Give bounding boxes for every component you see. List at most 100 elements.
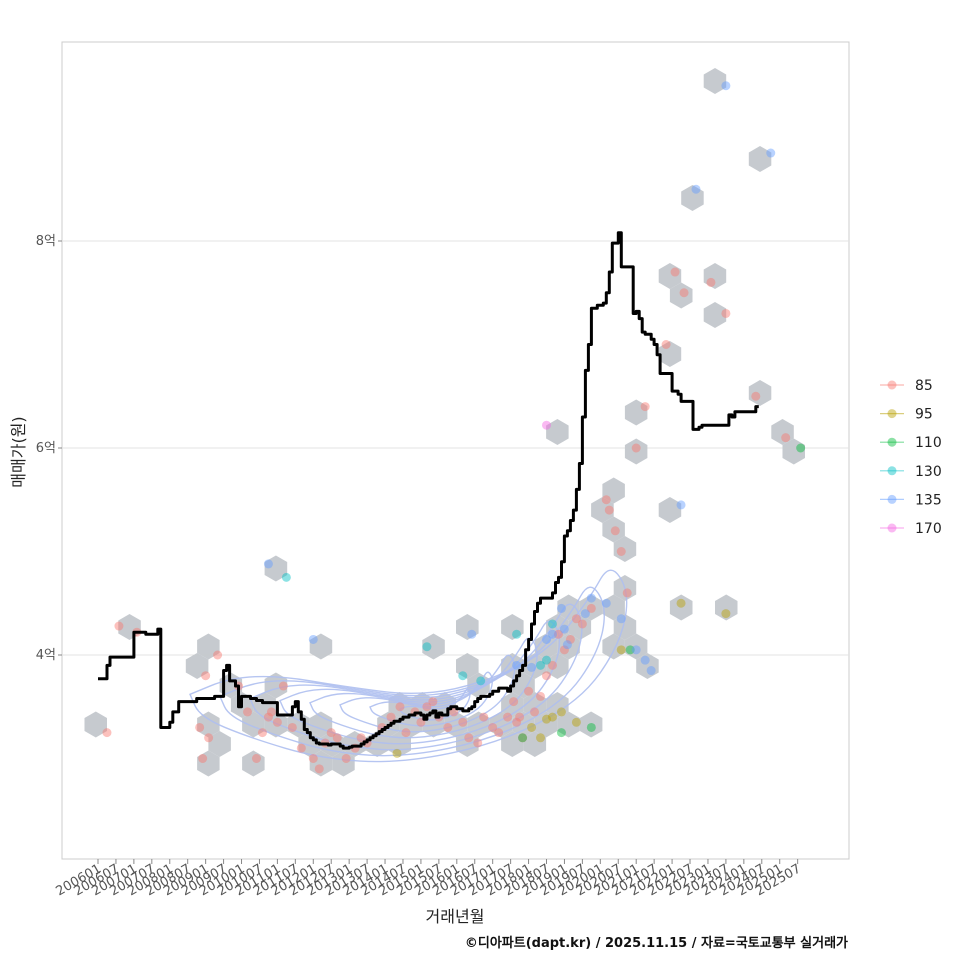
point-size-85	[443, 722, 453, 732]
density-contour	[249, 603, 583, 751]
hexbin-cell	[715, 594, 738, 621]
hexbin-cell	[703, 68, 727, 94]
hexbin-cell	[602, 477, 625, 504]
hexbin-cell	[84, 711, 107, 738]
hexbin-cell	[681, 185, 704, 211]
point-size-85	[503, 712, 513, 722]
hexbin-cell	[748, 380, 772, 406]
point-size-85	[296, 743, 306, 753]
point-size-110	[556, 728, 566, 738]
point-size-85	[616, 547, 626, 556]
point-size-135	[616, 614, 626, 624]
legend-label: 135	[915, 492, 942, 508]
point-size-135	[586, 593, 596, 603]
hexbin-layer	[84, 68, 805, 777]
point-size-95	[556, 707, 566, 717]
point-size-85	[610, 526, 620, 536]
source-caption: ©디아파트(dapt.kr) / 2025.11.15 / 자료=국토교통부 실…	[465, 935, 848, 951]
hexbin-cell	[568, 614, 592, 640]
point-size-135	[308, 634, 318, 644]
point-size-85	[308, 754, 318, 763]
point-size-135	[631, 645, 641, 655]
hexbin-cell	[197, 633, 220, 660]
legend-key-point	[887, 380, 897, 390]
point-size-130	[476, 676, 486, 686]
hexbin-cell	[658, 497, 682, 523]
point-size-85	[661, 340, 671, 349]
hexbin-cell	[636, 653, 659, 679]
point-size-85	[263, 712, 273, 722]
point-size-85	[530, 707, 540, 717]
point-size-95	[571, 717, 581, 727]
point-size-85	[201, 671, 211, 681]
legend-key-point	[887, 409, 897, 419]
point-size-85	[547, 660, 557, 670]
hexbin-cell	[557, 594, 580, 621]
point-size-135	[640, 655, 650, 665]
hexbin-cell	[579, 711, 603, 738]
point-size-135	[559, 624, 569, 634]
scatter-points	[102, 81, 806, 774]
hexbin-cell	[613, 536, 637, 562]
hexbin-cell	[242, 750, 265, 777]
point-size-85	[631, 443, 641, 453]
point-size-85	[114, 621, 124, 631]
legend-label: 110	[915, 435, 942, 451]
hexbin-cell	[456, 614, 479, 640]
hexbin-cell	[501, 614, 524, 640]
point-size-85	[195, 722, 205, 732]
hexbin-cell	[456, 653, 479, 679]
point-size-85	[604, 505, 614, 515]
point-size-95	[542, 714, 551, 724]
hexbin-cell	[208, 731, 231, 757]
hexbin-cell	[185, 653, 209, 679]
hexbin-cell	[332, 750, 355, 777]
point-size-85	[395, 702, 405, 712]
hexbin-cell	[534, 711, 558, 738]
point-size-110	[796, 443, 806, 453]
point-size-135	[766, 148, 776, 158]
hexbin-cell	[602, 594, 625, 621]
point-size-85	[473, 738, 483, 748]
point-size-110	[518, 733, 528, 743]
point-size-85	[571, 614, 581, 624]
point-size-85	[479, 712, 489, 722]
point-size-135	[547, 629, 557, 639]
density-contour	[219, 586, 605, 757]
y-tick-label: 8억	[36, 234, 56, 249]
y-tick-label: 4억	[36, 648, 56, 663]
point-size-85	[198, 754, 208, 763]
point-size-85	[706, 277, 716, 287]
legend-label: 95	[915, 407, 933, 423]
point-size-85	[488, 722, 498, 732]
y-tick-label: 6억	[36, 441, 56, 456]
hexbin-cell	[613, 614, 637, 640]
hexbin-cell	[546, 692, 569, 718]
hexbin-cell	[624, 399, 648, 426]
point-size-135	[512, 660, 522, 670]
point-size-85	[751, 391, 761, 401]
legend-key-point	[887, 523, 897, 533]
hexbin-cell	[546, 614, 569, 640]
hexbin-cell	[264, 672, 288, 699]
point-size-85	[524, 686, 534, 696]
point-size-85	[509, 697, 519, 707]
point-size-85	[553, 629, 563, 639]
point-size-85	[401, 728, 411, 738]
point-size-95	[616, 645, 626, 655]
point-size-95	[547, 712, 557, 722]
legend-key-point	[887, 466, 897, 476]
point-size-85	[266, 707, 276, 717]
point-size-85	[518, 733, 528, 743]
point-size-110	[586, 722, 596, 732]
point-size-85	[204, 733, 214, 743]
point-size-135	[263, 559, 273, 569]
point-size-85	[341, 754, 351, 763]
point-size-85	[458, 717, 468, 727]
gridlines	[62, 240, 849, 656]
point-size-85	[287, 722, 297, 732]
legend: 85 95 110 130 135 170	[880, 378, 942, 537]
hexbin-cell	[546, 419, 569, 445]
